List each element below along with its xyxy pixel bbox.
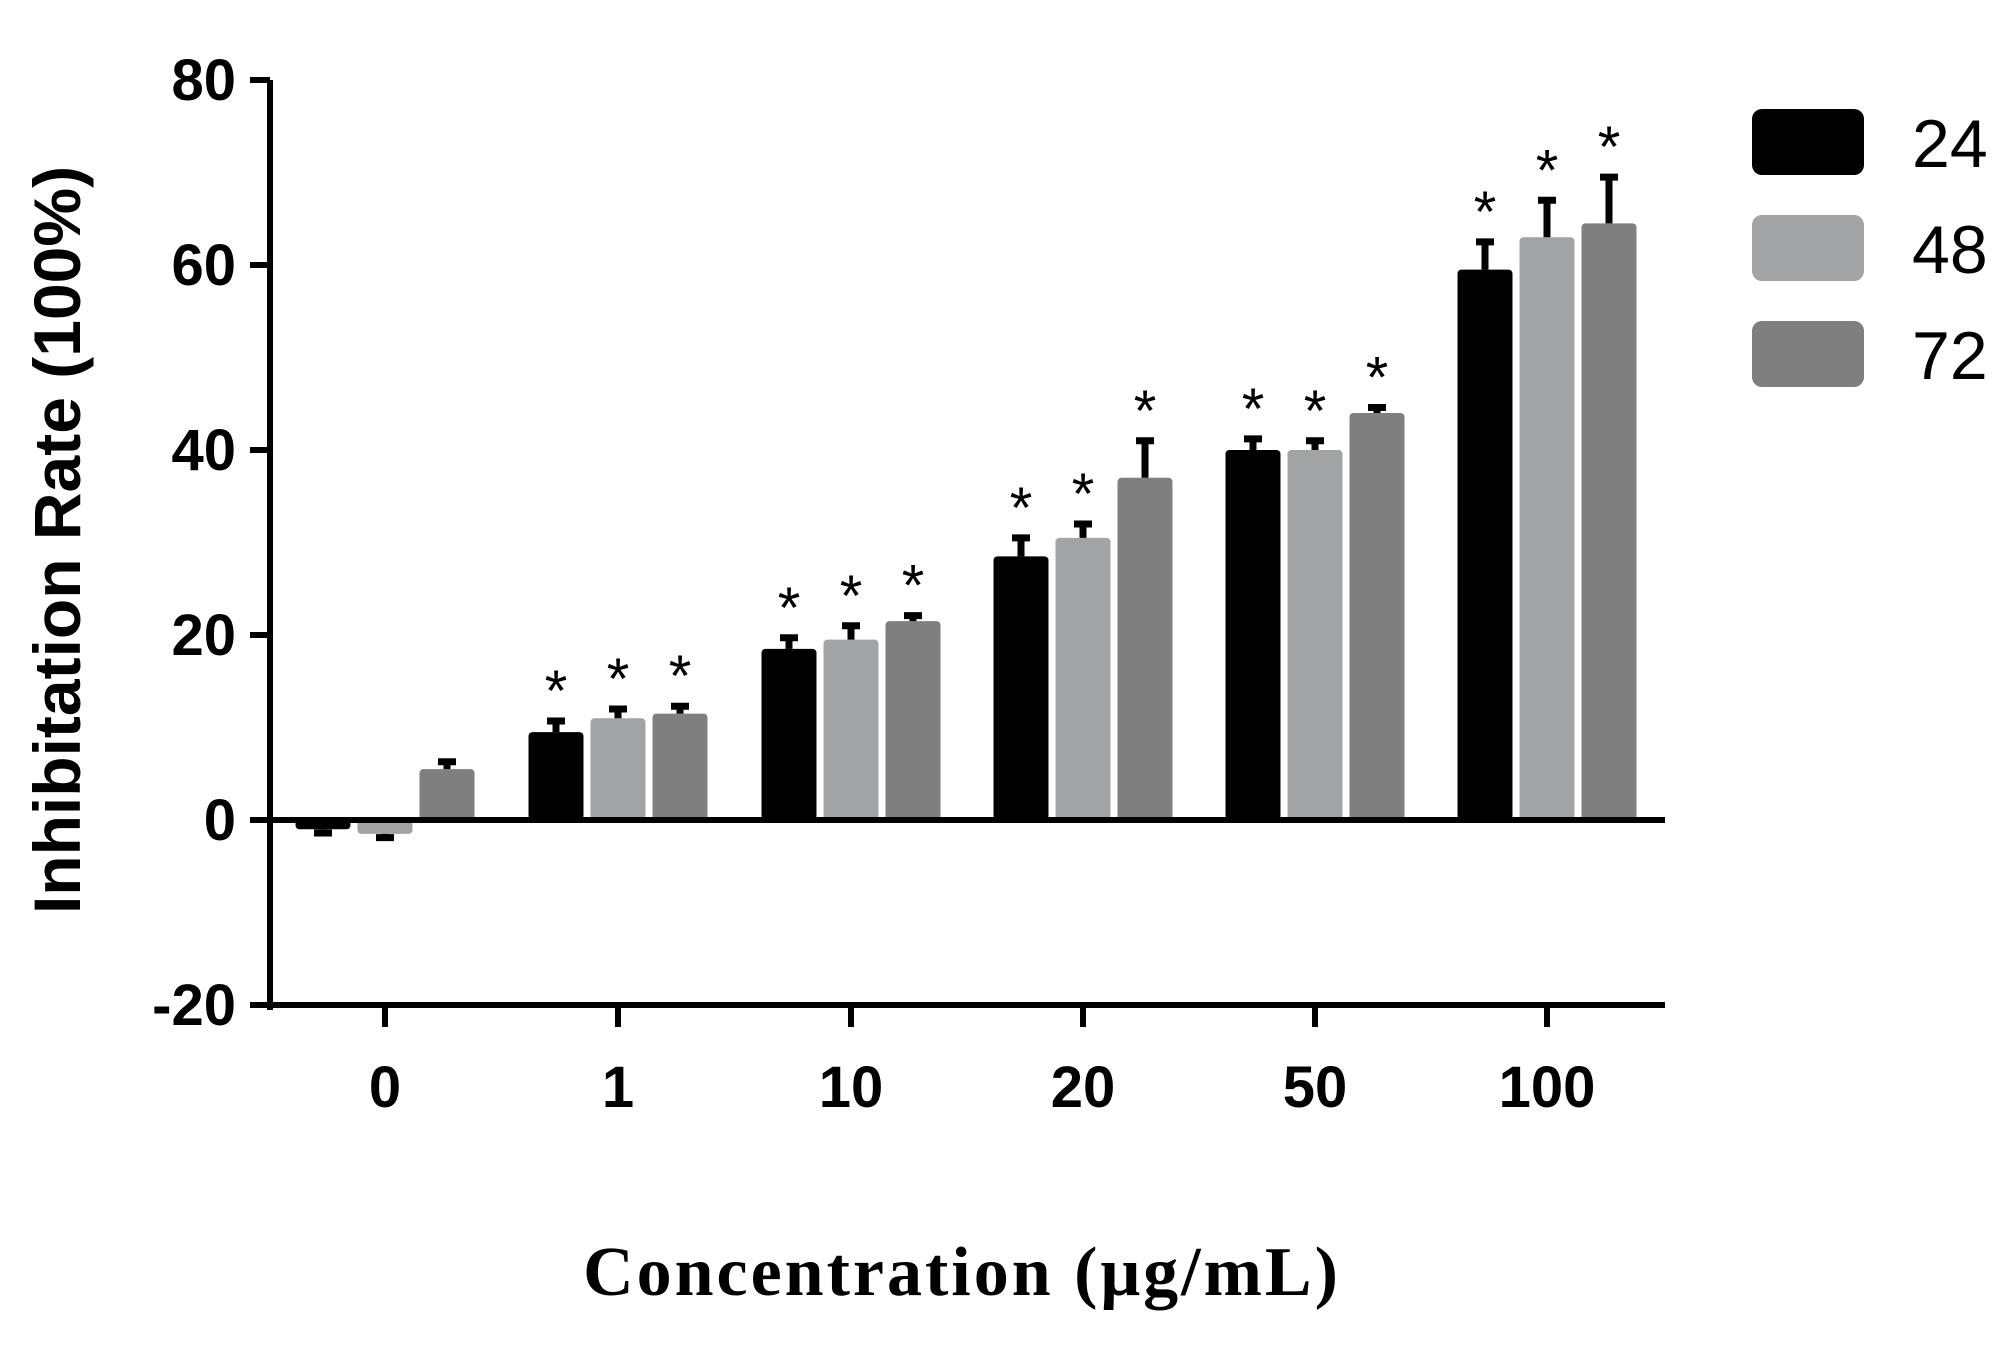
significance-star: * xyxy=(669,644,692,709)
y-tick-label: 0 xyxy=(204,788,236,853)
significance-star: * xyxy=(778,576,801,641)
bar-72-50 xyxy=(1349,413,1405,820)
significance-star: * xyxy=(1134,379,1157,444)
significance-star: * xyxy=(840,564,863,629)
x-tick-label: 1 xyxy=(602,1055,634,1120)
y-tick-label: 20 xyxy=(171,603,236,668)
y-tick-label: 60 xyxy=(171,233,236,298)
bar-48-20 xyxy=(1055,537,1111,820)
significance-star: * xyxy=(1536,138,1559,203)
plot-area: -20 0 20 40 60 80 0 1 10 20 50 100 * * * * * * * * * * * * * * * xyxy=(152,48,1665,1120)
x-tick-label: 20 xyxy=(1051,1055,1116,1120)
legend-label-24: 24 xyxy=(1912,106,1988,182)
significance-star: * xyxy=(1598,115,1621,180)
bar-24-10 xyxy=(761,648,817,820)
x-axis-label: Concentration (μg/mL) xyxy=(583,1234,1341,1311)
x-tick-label: 0 xyxy=(369,1055,401,1120)
y-tick-label: 80 xyxy=(171,48,236,113)
legend-label-72: 72 xyxy=(1912,318,1988,394)
legend: 24 48 72 xyxy=(1752,106,1988,394)
legend-label-48: 48 xyxy=(1912,212,1988,288)
significance-star: * xyxy=(1474,180,1497,245)
bar-48-100 xyxy=(1519,237,1575,820)
bar-72-20 xyxy=(1117,477,1173,820)
bar-72-0 xyxy=(419,769,475,820)
bar-72-100 xyxy=(1581,223,1637,820)
significance-star: * xyxy=(1366,345,1389,410)
bar-24-20 xyxy=(993,556,1049,820)
bar-48-0 xyxy=(357,820,413,834)
bar-48-1 xyxy=(590,718,646,820)
significance-star: * xyxy=(1010,476,1033,541)
bar-48-50 xyxy=(1287,450,1343,820)
legend-swatch-48 xyxy=(1752,215,1864,281)
bar-48-10 xyxy=(823,639,879,820)
significance-star: * xyxy=(545,659,568,724)
significance-star: * xyxy=(1304,379,1327,444)
x-tick-label: 50 xyxy=(1283,1055,1348,1120)
x-tick-label: 100 xyxy=(1499,1055,1596,1120)
bar-24-100 xyxy=(1457,269,1513,820)
bar-72-10 xyxy=(885,621,941,820)
bar-24-1 xyxy=(528,732,584,820)
significance-star: * xyxy=(1242,377,1265,442)
significance-star: * xyxy=(902,554,925,619)
significance-star: * xyxy=(1072,462,1095,527)
y-tick-label: 40 xyxy=(171,418,236,483)
y-tick-label: -20 xyxy=(152,973,236,1038)
legend-swatch-72 xyxy=(1752,321,1864,387)
legend-swatch-24 xyxy=(1752,109,1864,175)
y-axis-label: Inhibitation Rate (100%) xyxy=(20,166,94,914)
significance-star: * xyxy=(607,647,630,712)
bar-24-50 xyxy=(1225,450,1281,820)
bar-72-1 xyxy=(652,713,708,820)
x-tick-label: 10 xyxy=(819,1055,884,1120)
